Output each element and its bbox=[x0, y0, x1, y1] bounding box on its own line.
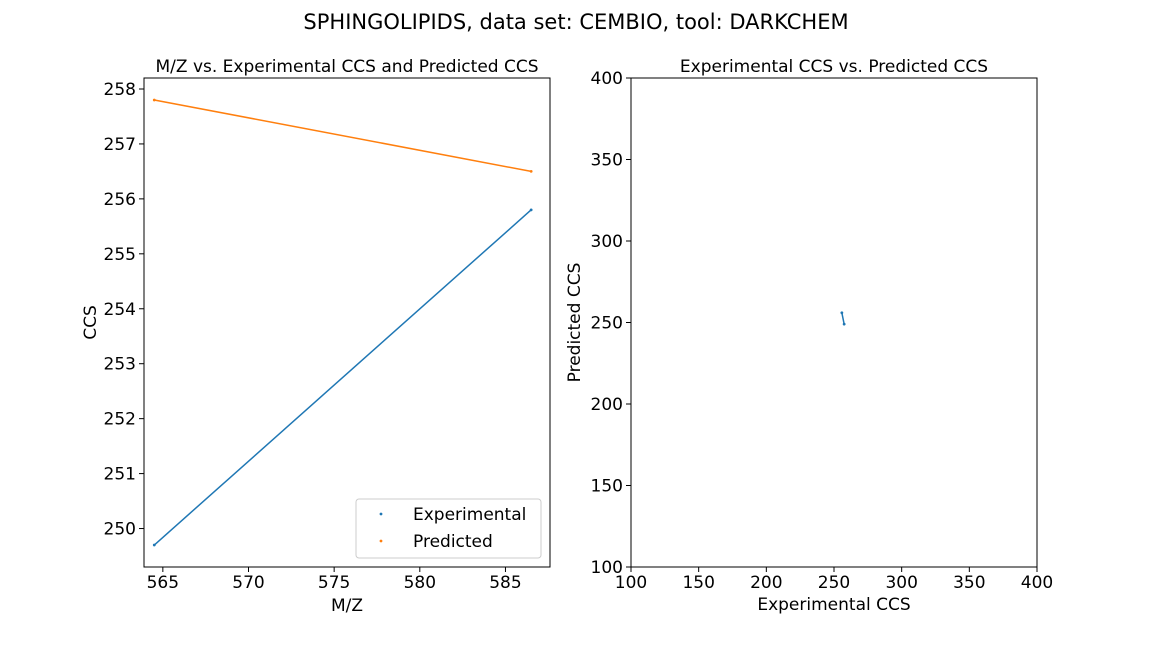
x-tick-label: 100 bbox=[615, 573, 647, 593]
data-point bbox=[840, 311, 844, 315]
legend-frame bbox=[355, 498, 542, 559]
data-point bbox=[529, 170, 533, 173]
axes-2-frame bbox=[630, 77, 1038, 568]
axes-1-plot-area bbox=[152, 98, 533, 547]
y-tick-label: 350 bbox=[591, 151, 623, 171]
x-tick-label: 575 bbox=[318, 573, 350, 593]
axes-1-frame bbox=[143, 77, 551, 568]
y-tick-label: 257 bbox=[104, 135, 136, 155]
x-tick-label: 150 bbox=[682, 573, 714, 593]
axes-mz-vs-ccs: M/Z vs. Experimental CCS and Predicted C… bbox=[81, 57, 551, 616]
y-tick-label: 254 bbox=[104, 300, 136, 320]
series-line-predicted bbox=[154, 99, 532, 173]
x-tick-label: 250 bbox=[818, 573, 850, 593]
x-tick-label: 400 bbox=[1021, 573, 1053, 593]
axes-1-y-label: CCS bbox=[81, 305, 101, 340]
legend-label-experimental: Experimental bbox=[413, 505, 526, 525]
x-tick-label: 200 bbox=[750, 573, 782, 593]
legend-label-predicted: Predicted bbox=[413, 532, 493, 552]
y-tick-label: 256 bbox=[104, 190, 136, 210]
axes-2-plot-area bbox=[840, 311, 846, 326]
y-tick-label: 252 bbox=[104, 410, 136, 430]
data-point bbox=[152, 543, 156, 547]
y-tick-label: 300 bbox=[591, 232, 623, 252]
x-tick-label: 585 bbox=[489, 573, 521, 593]
axes-exp-vs-pred: Experimental CCS vs. Predicted CCS 100 15… bbox=[565, 57, 1053, 615]
series-line-series-0 bbox=[841, 312, 845, 325]
legend-marker-experimental bbox=[379, 512, 383, 516]
data-point bbox=[529, 208, 533, 212]
y-tick-label: 255 bbox=[104, 245, 136, 265]
axes-2-y-label: Predicted CCS bbox=[565, 263, 585, 383]
y-tick-label: 100 bbox=[591, 558, 623, 578]
y-tick-label: 200 bbox=[591, 395, 623, 415]
y-tick-label: 150 bbox=[591, 477, 623, 497]
axes-1-title: M/Z vs. Experimental CCS and Predicted C… bbox=[156, 57, 539, 77]
figure-title: SPHINGOLIPIDS, data set: CEMBIO, tool: D… bbox=[303, 10, 848, 34]
axes-2-title: Experimental CCS vs. Predicted CCS bbox=[680, 57, 988, 77]
y-tick-label: 251 bbox=[104, 465, 136, 485]
data-point bbox=[842, 322, 846, 326]
x-tick-label: 300 bbox=[885, 573, 917, 593]
series-line-experimental bbox=[153, 209, 532, 546]
axes-2-x-label: Experimental CCS bbox=[757, 595, 910, 615]
data-point bbox=[152, 98, 156, 102]
x-tick-label: 565 bbox=[147, 573, 179, 593]
x-tick-label: 570 bbox=[232, 573, 264, 593]
y-tick-label: 258 bbox=[104, 80, 136, 100]
y-tick-label: 250 bbox=[104, 520, 136, 540]
axes-2-x-ticks: 100 150 200 250 300 350 400 bbox=[615, 567, 1053, 593]
axes-1-y-ticks: 250 251 252 253 254 255 256 257 258 bbox=[104, 80, 144, 540]
axes-2-y-ticks: 100 150 200 250 300 350 400 bbox=[591, 69, 631, 578]
y-tick-label: 400 bbox=[591, 69, 623, 89]
legend: Experimental Predicted bbox=[355, 498, 542, 559]
axes-1-x-label: M/Z bbox=[331, 596, 363, 616]
y-tick-label: 250 bbox=[591, 314, 623, 334]
x-tick-label: 350 bbox=[953, 573, 985, 593]
axes-1-x-ticks: 565 570 575 580 585 bbox=[147, 567, 522, 593]
x-tick-label: 580 bbox=[404, 573, 436, 593]
y-tick-label: 253 bbox=[104, 355, 136, 375]
legend-marker-predicted bbox=[379, 539, 383, 543]
